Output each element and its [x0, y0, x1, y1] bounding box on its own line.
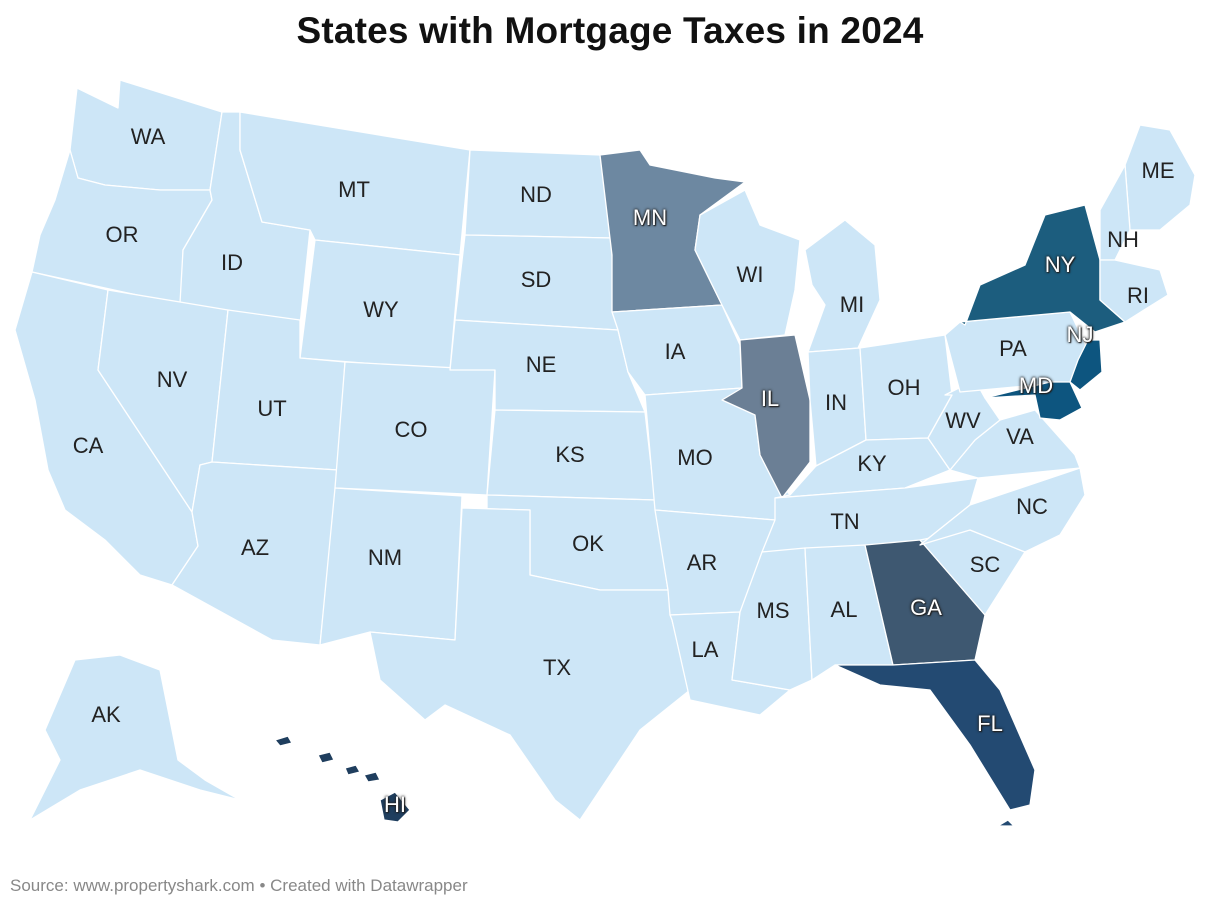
state-label-or: OR — [105, 222, 139, 247]
state-label-az: AZ — [240, 535, 270, 560]
state-label-il: IL — [760, 386, 780, 411]
state-label-wa: WA — [130, 124, 166, 149]
state-fl-island[interactable] — [997, 819, 1015, 827]
source-link[interactable]: www.propertyshark.com — [73, 876, 255, 895]
footer: Source: www.propertyshark.com • Created … — [10, 876, 468, 896]
state-label-id: ID — [221, 250, 243, 275]
state-nj[interactable] — [1069, 339, 1103, 391]
state-label-nv: NV — [156, 367, 188, 392]
state-label-ks: KS — [555, 442, 585, 467]
state-label-hi: HI — [384, 792, 406, 817]
footer-separator: • — [259, 876, 266, 895]
state-mi[interactable] — [804, 219, 881, 353]
state-label-oh: OH — [887, 375, 921, 400]
state-label-ga: GA — [910, 595, 942, 620]
state-label-ut: UT — [257, 396, 287, 421]
state-ga[interactable] — [864, 539, 986, 666]
state-label-fl: FL — [977, 711, 1003, 736]
state-hi[interactable] — [379, 791, 411, 823]
state-label-wi: WI — [736, 262, 764, 287]
state-label-ar: AR — [686, 550, 718, 575]
state-wi[interactable] — [694, 189, 801, 341]
state-label-nj: NJ — [1066, 322, 1094, 347]
state-label-me: ME — [1141, 158, 1175, 183]
state-label-mi: MI — [839, 292, 865, 317]
state-label-ia: IA — [664, 339, 686, 364]
state-il[interactable] — [721, 334, 811, 499]
state-md[interactable] — [984, 381, 1083, 421]
source-label: Source: — [10, 876, 69, 895]
state-hi-island[interactable] — [274, 735, 293, 747]
state-hi-island[interactable] — [317, 751, 335, 764]
state-ri[interactable] — [1099, 259, 1169, 323]
state-label-nd: ND — [520, 182, 552, 207]
state-label-ri: RI — [1127, 283, 1149, 308]
state-label-ms: MS — [756, 598, 790, 623]
state-label-mn: MN — [632, 205, 668, 230]
state-nc[interactable] — [919, 467, 1086, 553]
state-label-ca: CA — [72, 433, 104, 458]
state-label-tn: TN — [830, 509, 860, 534]
state-ky[interactable] — [774, 437, 951, 499]
state-label-pa: PA — [999, 336, 1027, 361]
state-label-ok: OK — [572, 531, 604, 556]
state-label-ky: KY — [857, 451, 887, 476]
state-hi-island[interactable] — [344, 764, 361, 776]
state-label-sd: SD — [520, 267, 552, 292]
state-label-nm: NM — [367, 545, 403, 570]
state-label-ak: AK — [91, 702, 121, 727]
state-nh[interactable] — [1099, 164, 1131, 261]
state-label-al: AL — [830, 597, 858, 622]
state-label-la: LA — [691, 637, 719, 662]
state-label-mo: MO — [677, 445, 713, 470]
state-label-tx: TX — [542, 655, 572, 680]
state-hi-island[interactable] — [363, 771, 381, 783]
state-label-ny: NY — [1044, 252, 1076, 277]
state-fl[interactable] — [834, 659, 1036, 811]
state-label-md: MD — [1018, 373, 1054, 398]
credit-text: Created with Datawrapper — [270, 876, 468, 895]
state-label-wy: WY — [363, 297, 399, 322]
state-label-sc: SC — [969, 552, 1001, 577]
state-label-ne: NE — [525, 352, 557, 377]
map-title: States with Mortgage Taxes in 2024 — [296, 10, 924, 51]
state-label-in: IN — [825, 390, 847, 415]
state-label-mt: MT — [338, 177, 370, 202]
state-label-nh: NH — [1107, 227, 1139, 252]
state-me[interactable] — [1124, 124, 1196, 231]
state-label-co: CO — [394, 417, 428, 442]
state-ak[interactable] — [29, 654, 241, 821]
state-label-wv: WV — [945, 408, 981, 433]
state-label-nc: NC — [1016, 494, 1048, 519]
state-label-va: VA — [1006, 424, 1034, 449]
